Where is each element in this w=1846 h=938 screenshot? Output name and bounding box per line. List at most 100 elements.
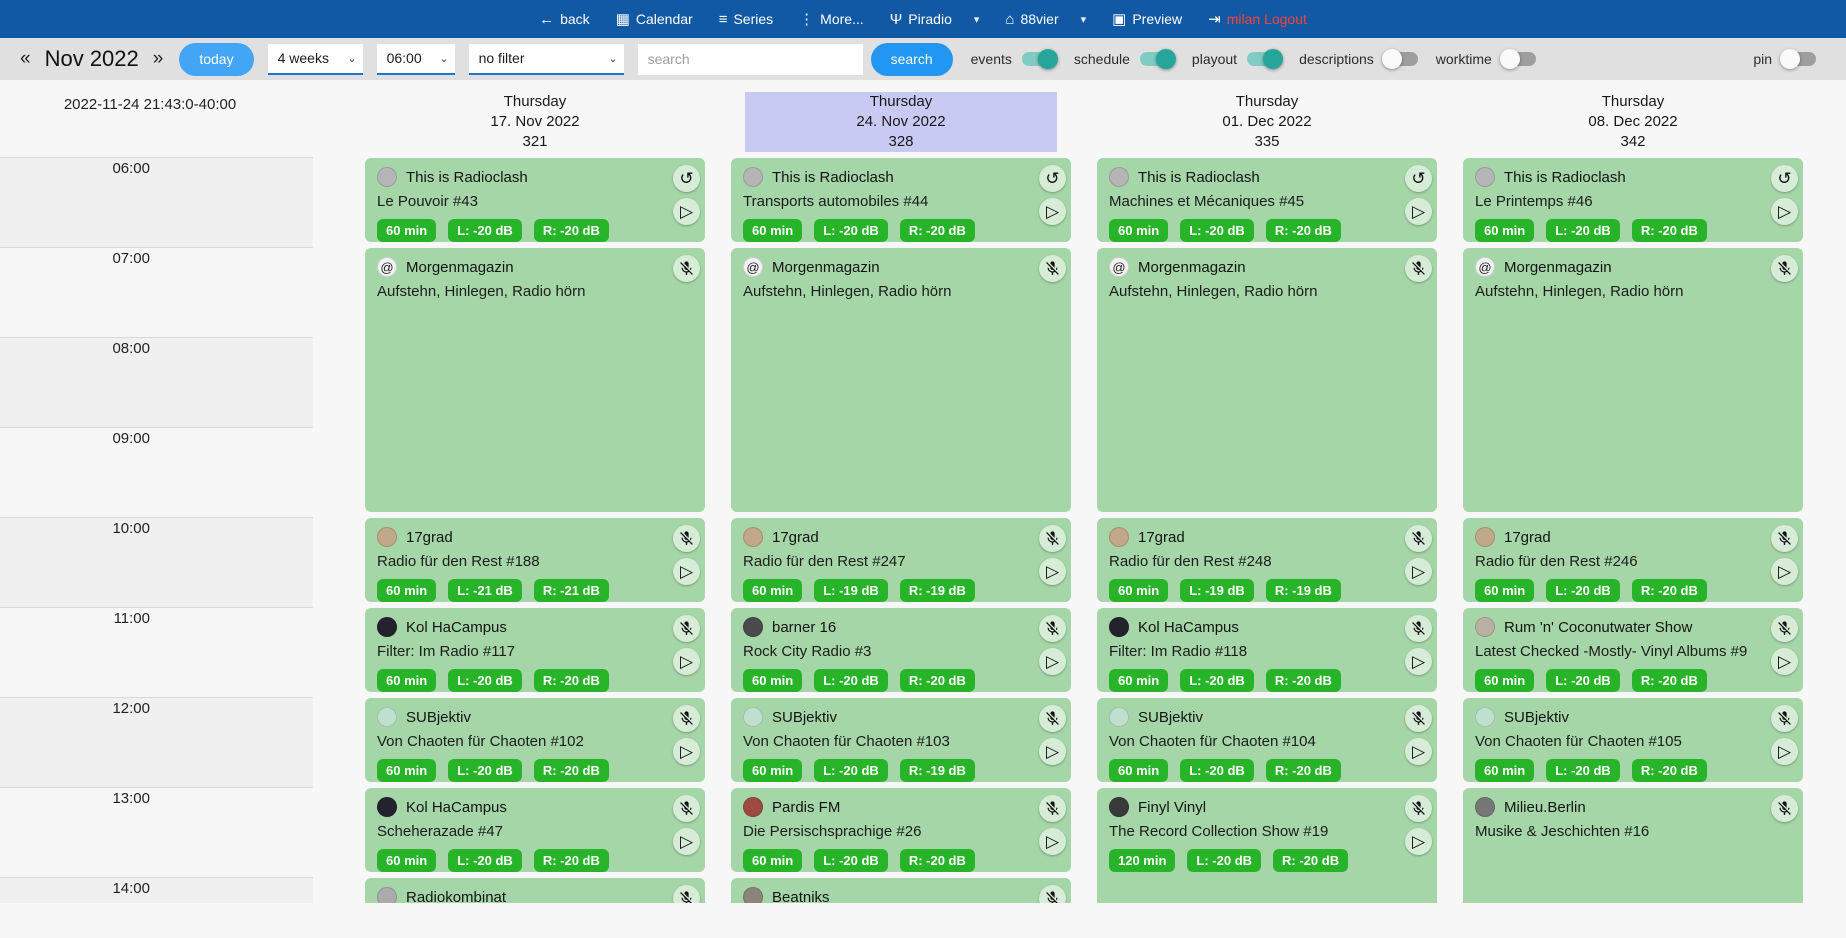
play-button[interactable]: ▷ (673, 558, 700, 585)
prev-month-button[interactable]: « (20, 48, 31, 69)
event-card[interactable]: Kol HaCampus Filter: Im Radio #117 60 min L… (365, 608, 705, 692)
play-button[interactable]: ▷ (673, 828, 700, 855)
mic-off-button[interactable] (1039, 885, 1066, 903)
day-header-selected[interactable]: Thursday 24. Nov 2022 328 (745, 92, 1057, 152)
event-card[interactable]: Beatniks (731, 878, 1071, 903)
mic-off-button[interactable] (1771, 705, 1798, 732)
replay-button[interactable]: ↺ (1771, 165, 1798, 192)
event-card[interactable]: @ Morgenmagazin Aufstehn, Hinlegen, Radio … (1097, 248, 1437, 512)
event-card[interactable]: @ Morgenmagazin Aufstehn, Hinlegen, Radio … (1463, 248, 1803, 512)
play-button[interactable]: ▷ (1405, 558, 1432, 585)
replay-button[interactable]: ↺ (1405, 165, 1432, 192)
weeks-select[interactable]: 4 weeks ⌄ (267, 43, 363, 75)
event-card[interactable]: Rum 'n' Coconutwater Show Latest Checked … (1463, 608, 1803, 692)
mic-off-button[interactable] (1771, 615, 1798, 642)
play-button[interactable]: ▷ (1771, 738, 1798, 765)
next-month-button[interactable]: » (152, 48, 164, 69)
search-input[interactable] (637, 43, 863, 75)
event-card[interactable]: This is Radioclash Le Pouvoir #43 60 min L:… (365, 158, 705, 242)
play-button[interactable]: ▷ (1039, 558, 1066, 585)
event-card[interactable]: This is Radioclash Transports automobiles… (731, 158, 1071, 242)
event-card[interactable]: 17grad Radio für den Rest #247 60 min L: -1… (731, 518, 1071, 602)
event-card[interactable]: This is Radioclash Machines et Mécaniques… (1097, 158, 1437, 242)
mic-off-button[interactable] (1405, 795, 1432, 822)
play-button[interactable]: ▷ (1771, 648, 1798, 675)
play-button[interactable]: ▷ (1771, 558, 1798, 585)
play-button[interactable]: ▷ (1039, 738, 1066, 765)
mic-off-button[interactable] (673, 255, 700, 282)
play-button[interactable]: ▷ (673, 738, 700, 765)
mic-off-button[interactable] (1405, 705, 1432, 732)
play-button[interactable]: ▷ (1405, 828, 1432, 855)
play-button[interactable]: ▷ (1039, 828, 1066, 855)
event-card[interactable]: 17grad Radio für den Rest #248 60 min L: -1… (1097, 518, 1437, 602)
mic-off-button[interactable] (673, 795, 700, 822)
search-button[interactable]: search (870, 42, 953, 76)
play-button[interactable]: ▷ (1039, 198, 1066, 225)
start-time-select[interactable]: 06:00 ⌄ (376, 43, 455, 75)
day-header[interactable]: Thursday 17. Nov 2022 321 (379, 92, 691, 152)
schedule-toggle-switch[interactable] (1139, 49, 1176, 69)
descriptions-toggle-switch[interactable] (1381, 49, 1418, 69)
mic-off-button[interactable] (673, 615, 700, 642)
nav-item-more[interactable]: ⋮ More... (799, 11, 864, 27)
event-card[interactable]: @ Morgenmagazin Aufstehn, Hinlegen, Radio … (731, 248, 1071, 512)
nav-item-88vier[interactable]: ⌂ 88vier ▾ (1005, 11, 1086, 27)
nav-item-logout[interactable]: ⇥ milan Logout (1208, 11, 1307, 27)
event-card[interactable]: SUBjektiv Von Chaoten für Chaoten #105 60 … (1463, 698, 1803, 782)
event-card[interactable]: 17grad Radio für den Rest #188 60 min L: -2… (365, 518, 705, 602)
pin-toggle-switch[interactable] (1780, 49, 1816, 69)
mic-off-button[interactable] (1039, 705, 1066, 732)
mic-off-button[interactable] (1771, 795, 1798, 822)
event-card[interactable]: SUBjektiv Von Chaoten für Chaoten #103 60 … (731, 698, 1071, 782)
event-card[interactable]: Radiokombinat (365, 878, 705, 903)
worktime-toggle-switch[interactable] (1499, 49, 1536, 69)
mic-off-button[interactable] (1039, 255, 1066, 282)
event-card[interactable]: Pardis FM Die Persischsprachige #26 60 min… (731, 788, 1071, 872)
mic-off-button[interactable] (1405, 255, 1432, 282)
play-button[interactable]: ▷ (1039, 648, 1066, 675)
event-card[interactable]: SUBjektiv Von Chaoten für Chaoten #102 60 … (365, 698, 705, 782)
event-card[interactable]: barner 16 Rock City Radio #3 60 min L: -20 … (731, 608, 1071, 692)
mic-off-button[interactable] (673, 525, 700, 552)
play-button[interactable]: ▷ (673, 198, 700, 225)
mic-off-button[interactable] (673, 885, 700, 903)
replay-button[interactable]: ↺ (1039, 165, 1066, 192)
mic-off-button[interactable] (1771, 255, 1798, 282)
play-button[interactable]: ▷ (1405, 738, 1432, 765)
event-card[interactable]: Milieu.Berlin Musike & Jeschichten #16 (1463, 788, 1803, 903)
mic-off-button[interactable] (1771, 525, 1798, 552)
replay-button[interactable]: ↺ (673, 165, 700, 192)
chevron-down-icon[interactable]: ▾ (1080, 13, 1087, 26)
event-card[interactable]: This is Radioclash Le Printemps #46 60 min… (1463, 158, 1803, 242)
event-card[interactable]: SUBjektiv Von Chaoten für Chaoten #104 60 … (1097, 698, 1437, 782)
event-card[interactable]: Kol HaCampus Scheherazade #47 60 min L: -20… (365, 788, 705, 872)
mic-off-button[interactable] (1039, 525, 1066, 552)
playout-toggle-switch[interactable] (1247, 49, 1284, 69)
nav-item-calendar[interactable]: ▦ Calendar (616, 11, 693, 27)
event-card[interactable]: Finyl Vinyl The Record Collection Show #1… (1097, 788, 1437, 903)
event-card[interactable]: Kol HaCampus Filter: Im Radio #118 60 min L… (1097, 608, 1437, 692)
nav-item-back[interactable]: ← back (539, 11, 590, 27)
event-card[interactable]: @ Morgenmagazin Aufstehn, Hinlegen, Radio … (365, 248, 705, 512)
nav-item-series[interactable]: ≡ Series (719, 11, 773, 27)
events-toggle-switch[interactable] (1021, 49, 1058, 69)
play-button[interactable]: ▷ (1405, 198, 1432, 225)
day-header[interactable]: Thursday 01. Dec 2022 335 (1111, 92, 1423, 152)
day-header[interactable]: Thursday 08. Dec 2022 342 (1477, 92, 1789, 152)
nav-item-preview[interactable]: ▣ Preview (1112, 11, 1182, 27)
today-button[interactable]: today (179, 42, 254, 76)
play-button[interactable]: ▷ (1771, 198, 1798, 225)
chevron-down-icon[interactable]: ▾ (973, 13, 980, 26)
mic-off-button[interactable] (673, 705, 700, 732)
mic-off-button[interactable] (1405, 525, 1432, 552)
filter-select[interactable]: no filter ⌄ (468, 43, 624, 75)
play-button[interactable]: ▷ (1405, 648, 1432, 675)
play-button[interactable]: ▷ (673, 648, 700, 675)
mic-off-button[interactable] (1039, 795, 1066, 822)
mic-off-button[interactable] (1405, 615, 1432, 642)
nav-item-more-label: More... (820, 11, 864, 27)
nav-item-piradio[interactable]: Ψ Piradio ▾ (890, 11, 980, 27)
event-card[interactable]: 17grad Radio für den Rest #246 60 min L: -2… (1463, 518, 1803, 602)
mic-off-button[interactable] (1039, 615, 1066, 642)
